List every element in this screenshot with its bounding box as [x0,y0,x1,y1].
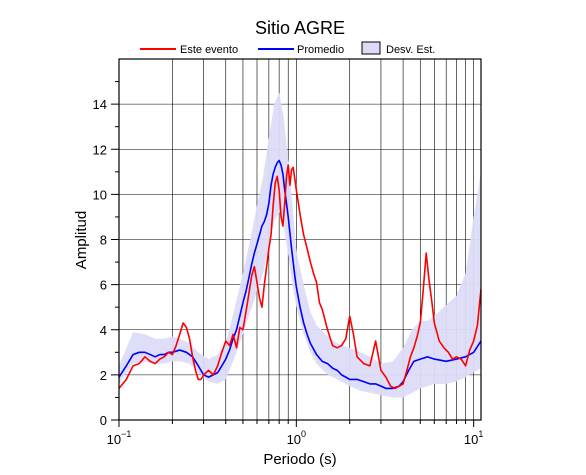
x-tick-exponent: −1 [121,429,131,439]
legend-label-promedio: Promedio [297,44,344,56]
chart-title: Sitio AGRE [255,18,345,38]
legend-swatch-desv-est [361,41,381,55]
legend: Este evento Promedio Desv. Est. [140,41,435,56]
legend-label-desv-est: Desv. Est. [386,44,435,56]
x-tick-base: 10 [107,432,121,447]
y-tick-label: 4 [100,323,107,338]
x-tick-label: 10−1 [107,429,132,447]
series-line-promedio [119,159,481,390]
x-tick-exponent: 0 [301,429,306,439]
y-axis-label: Amplitud [73,211,90,269]
x-tick-base: 10 [287,432,301,447]
x-tick-label: 101 [464,429,483,447]
y-tick-label: 8 [100,233,107,248]
y-tick-label: 14 [93,97,107,112]
y-tick-label: 2 [100,368,107,383]
y-tick-label: 10 [93,187,107,202]
x-tick-label: 100 [287,429,306,447]
legend-label-este-evento: Este evento [180,44,238,56]
x-tick-base: 10 [464,432,478,447]
axes [111,58,482,427]
x-axis-label: Periodo (s) [263,451,336,468]
series-line-este-evento [119,164,481,390]
x-tick-exponent: 1 [478,429,483,439]
y-tick-label: 0 [100,413,107,428]
y-tick-label: 12 [93,142,107,157]
std-dev-band [119,92,481,398]
y-tick-label: 6 [100,278,107,293]
data-layer [119,92,481,398]
